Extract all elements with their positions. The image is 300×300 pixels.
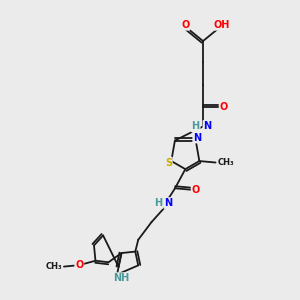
Text: H: H — [192, 122, 200, 131]
Text: O: O — [75, 260, 83, 270]
Text: O: O — [181, 20, 190, 30]
Text: N: N — [203, 121, 211, 131]
Text: CH₃: CH₃ — [46, 262, 62, 271]
Text: N: N — [164, 198, 172, 208]
Text: O: O — [220, 102, 228, 112]
Text: OH: OH — [214, 20, 230, 30]
Text: N: N — [193, 133, 201, 142]
Text: S: S — [165, 158, 172, 167]
Text: NH: NH — [113, 273, 130, 283]
Text: O: O — [191, 185, 200, 195]
Text: H: H — [154, 198, 162, 208]
Text: CH₃: CH₃ — [218, 158, 235, 167]
